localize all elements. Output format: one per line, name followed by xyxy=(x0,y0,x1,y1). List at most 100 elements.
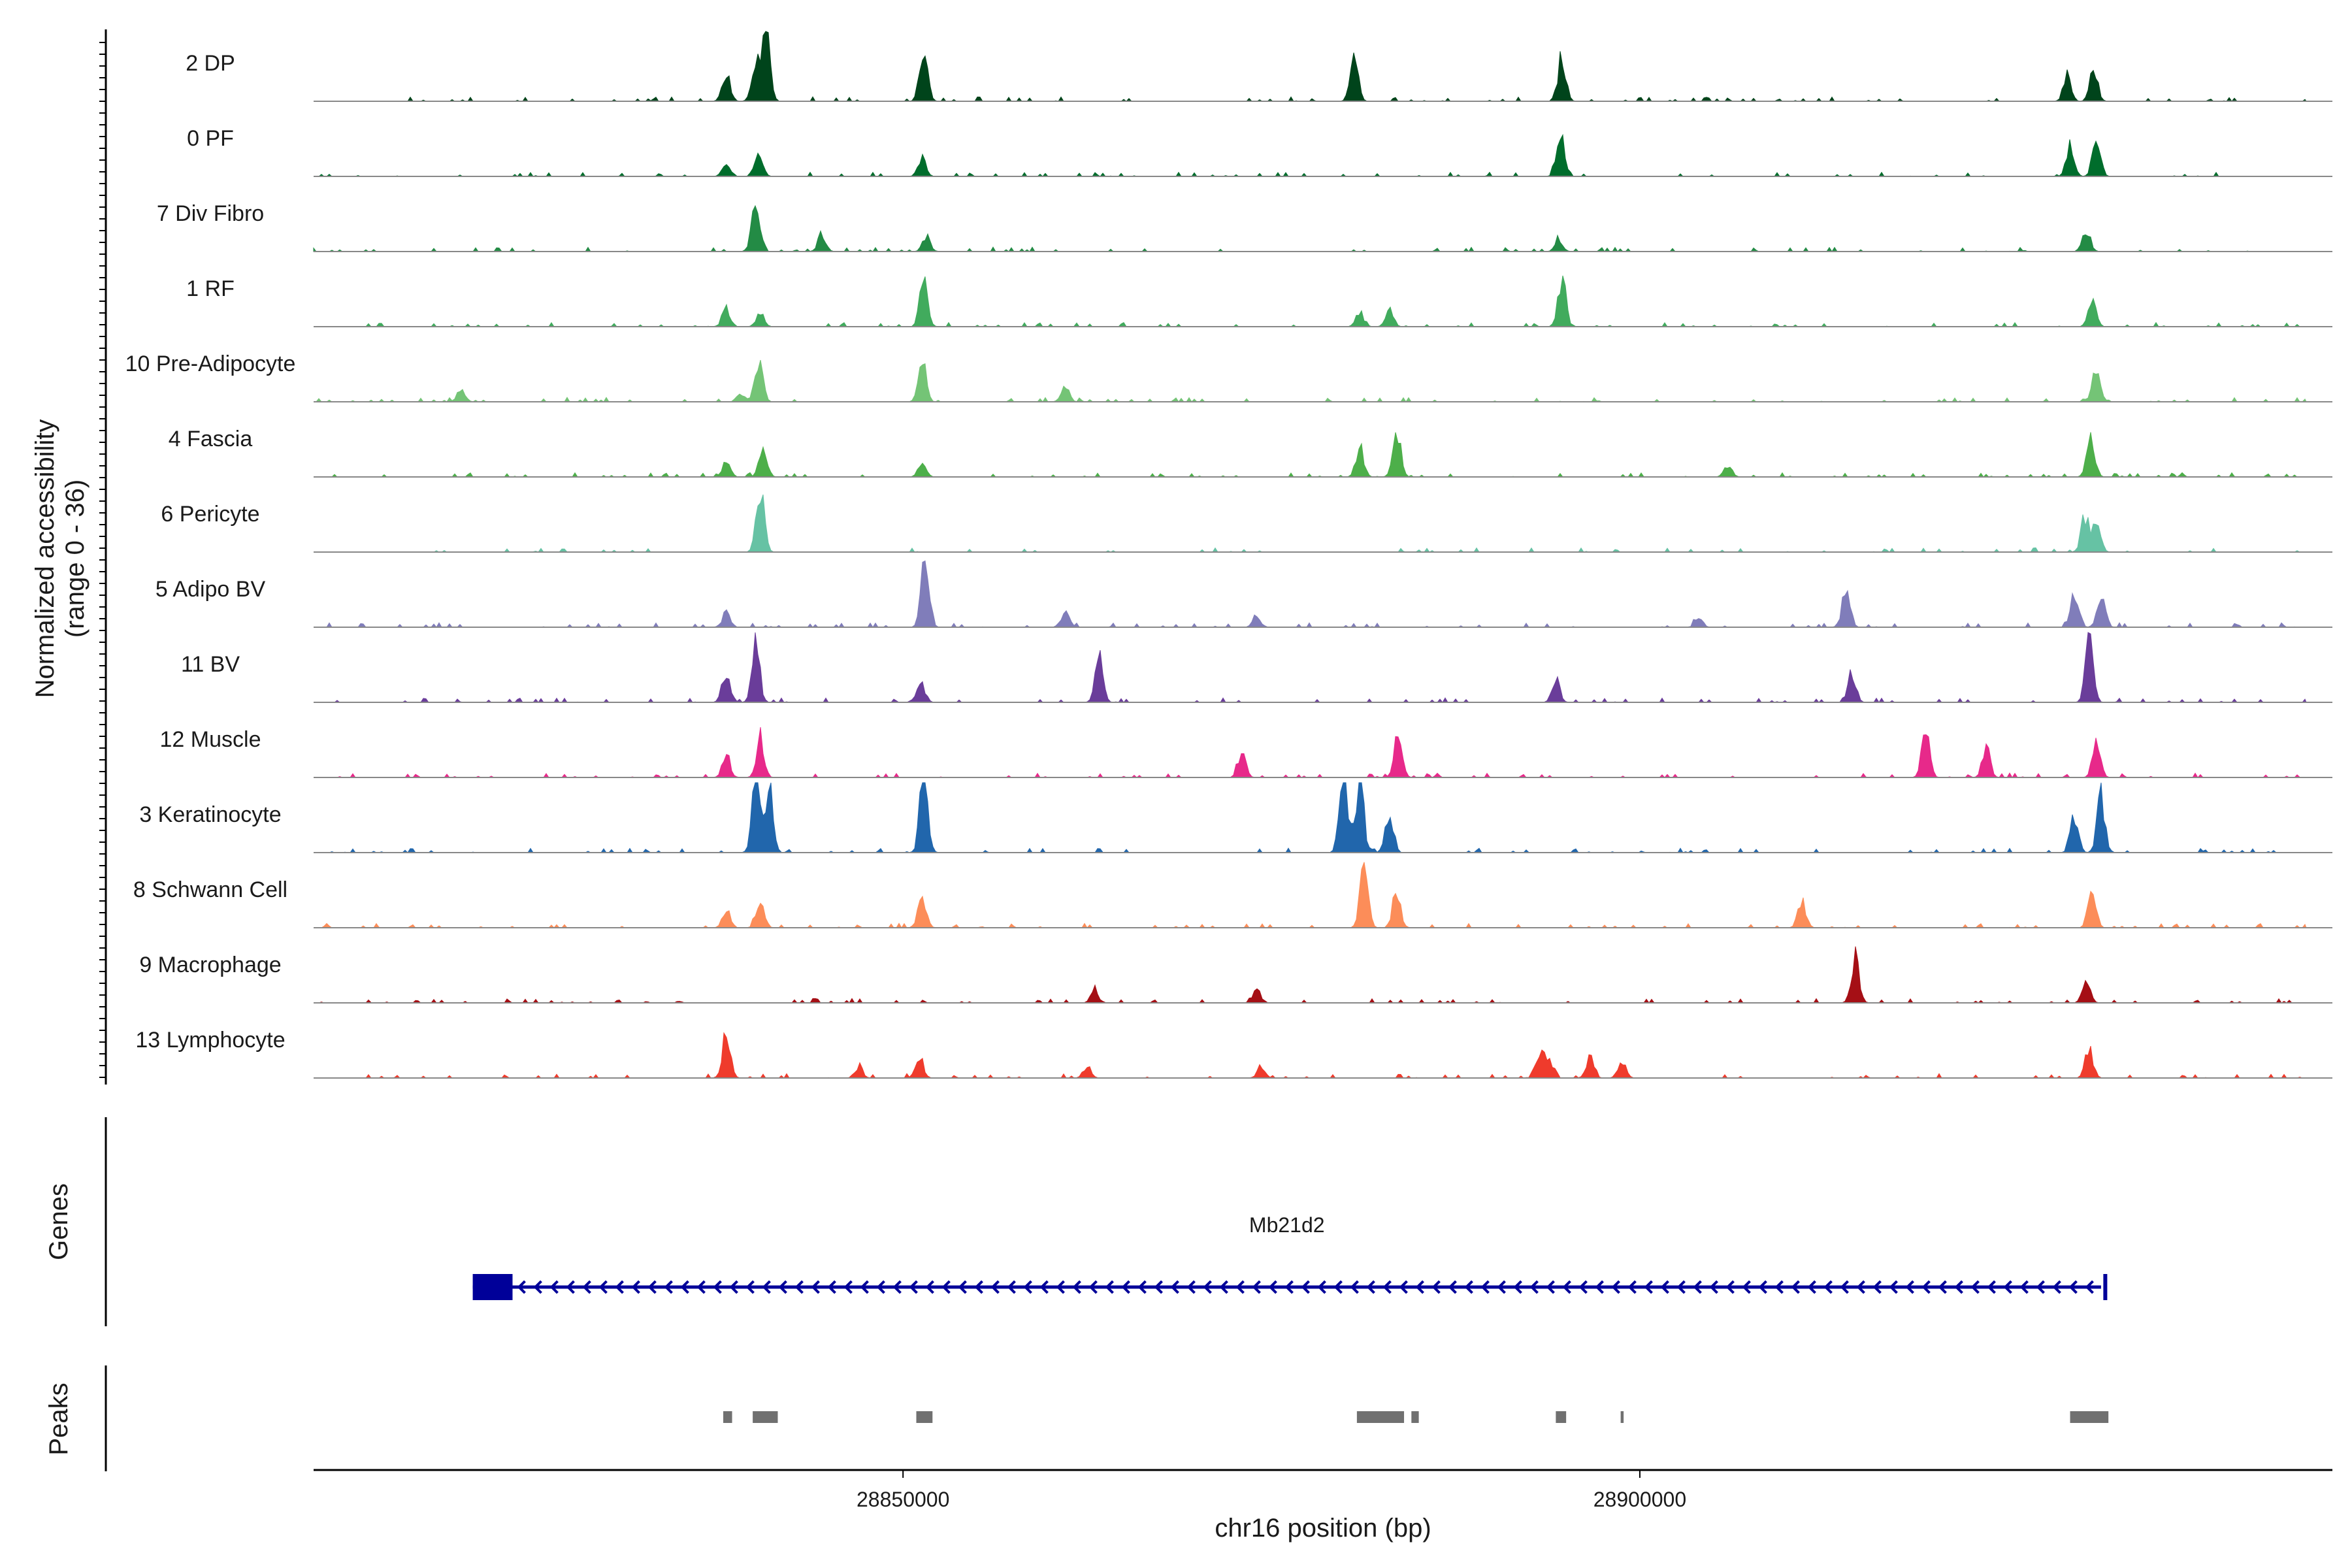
coverage-track: 7 Div Fibro xyxy=(157,201,2332,252)
strand-arrow xyxy=(1889,1280,1898,1294)
strand-arrow xyxy=(941,1280,951,1294)
strand-arrow xyxy=(990,1280,1000,1294)
strand-arrow xyxy=(1186,1280,1196,1294)
strand-arrow xyxy=(1807,1280,1816,1294)
strand-arrow xyxy=(517,1280,526,1294)
track-label: 4 Fascia xyxy=(169,427,253,451)
track-label: 6 Pericyte xyxy=(161,502,259,527)
track-label: 10 Pre-Adipocyte xyxy=(125,351,296,376)
strand-arrow xyxy=(827,1280,836,1294)
coverage-area xyxy=(314,1032,2307,1079)
coverage-track: 2 DP xyxy=(186,31,2332,102)
strand-arrow xyxy=(778,1280,787,1294)
strand-arrow xyxy=(1595,1280,1604,1294)
strand-arrow xyxy=(925,1280,934,1294)
strand-arrow xyxy=(1203,1280,1212,1294)
strand-arrow xyxy=(2085,1280,2094,1294)
strand-arrow xyxy=(1840,1280,1849,1294)
strand-arrow xyxy=(1415,1280,1424,1294)
y-axis-range-label: (range 0 - 36) xyxy=(61,480,90,638)
genes-track-label: Genes xyxy=(44,1183,73,1260)
strand-arrow xyxy=(1709,1280,1718,1294)
strand-arrow xyxy=(1905,1280,1914,1294)
gene-exon xyxy=(472,1274,513,1300)
strand-arrow xyxy=(598,1280,608,1294)
strand-arrow xyxy=(794,1280,804,1294)
strand-arrow xyxy=(1497,1280,1506,1294)
coverage-area xyxy=(313,204,2307,252)
strand-arrow xyxy=(1480,1280,1490,1294)
coverage-area xyxy=(314,432,2306,478)
strand-arrow xyxy=(1987,1280,1996,1294)
strand-arrow xyxy=(1268,1280,1277,1294)
strand-arrow xyxy=(1039,1280,1049,1294)
strand-arrow xyxy=(876,1280,885,1294)
coverage-track: 1 RF xyxy=(186,275,2332,327)
strand-arrow xyxy=(1693,1280,1702,1294)
strand-arrow xyxy=(892,1280,902,1294)
strand-arrow xyxy=(1219,1280,1228,1294)
coverage-track: 6 Pericyte xyxy=(161,494,2332,553)
strand-arrow xyxy=(615,1280,624,1294)
strand-arrow xyxy=(696,1280,706,1294)
coverage-track: 12 Muscle xyxy=(160,727,2332,778)
strand-arrow xyxy=(1742,1280,1751,1294)
strand-arrow xyxy=(1611,1280,1620,1294)
strand-arrow xyxy=(1154,1280,1163,1294)
coverage-area xyxy=(314,560,2306,628)
track-label: 12 Muscle xyxy=(160,727,261,752)
strand-arrow xyxy=(1758,1280,1767,1294)
gene-name: Mb21d2 xyxy=(1249,1213,1325,1237)
strand-arrow xyxy=(1546,1280,1555,1294)
peak-region xyxy=(1356,1411,1405,1423)
track-label: 0 PF xyxy=(187,126,234,151)
strand-arrow xyxy=(1105,1280,1114,1294)
track-label: 11 BV xyxy=(181,652,240,677)
coverage-area xyxy=(314,782,2307,853)
strand-arrow xyxy=(1529,1280,1539,1294)
coverage-area xyxy=(314,31,2307,102)
strand-arrow xyxy=(1023,1280,1032,1294)
strand-arrow xyxy=(1872,1280,1882,1294)
x-tick-label: 28900000 xyxy=(1593,1488,1686,1511)
coverage-track: 3 Keratinocyte xyxy=(139,782,2332,853)
strand-arrow xyxy=(1170,1280,1179,1294)
peaks-track-label: Peaks xyxy=(44,1382,73,1455)
strand-arrow xyxy=(1791,1280,1800,1294)
strand-arrow xyxy=(1660,1280,1669,1294)
coverage-track: 10 Pre-Adipocyte xyxy=(125,351,2332,402)
coverage-area xyxy=(314,946,2306,1004)
coverage-area xyxy=(314,359,2307,402)
coverage-track: 13 Lymphocyte xyxy=(135,1028,2332,1079)
strand-arrow xyxy=(958,1280,967,1294)
strand-arrow xyxy=(680,1280,689,1294)
coverage-track: 8 Schwann Cell xyxy=(133,862,2332,928)
strand-arrow xyxy=(582,1280,591,1294)
peak-region xyxy=(1620,1411,1624,1423)
coverage-track: 4 Fascia xyxy=(169,427,2332,478)
coverage-area xyxy=(314,862,2307,928)
strand-arrow xyxy=(1774,1280,1784,1294)
coverage-area xyxy=(314,727,2306,778)
strand-arrow xyxy=(1399,1280,1408,1294)
track-label: 7 Div Fibro xyxy=(157,201,264,226)
strand-arrow xyxy=(860,1280,869,1294)
track-label: 2 DP xyxy=(186,51,235,76)
strand-arrow xyxy=(1448,1280,1457,1294)
coverage-area xyxy=(314,632,2307,703)
strand-arrow xyxy=(1823,1280,1833,1294)
strand-arrow xyxy=(647,1280,657,1294)
peak-region xyxy=(723,1411,732,1423)
strand-arrow xyxy=(566,1280,575,1294)
strand-arrow xyxy=(1938,1280,1947,1294)
y-axis-label: Normalized accessibility xyxy=(31,419,59,698)
strand-arrow xyxy=(1350,1280,1359,1294)
track-label: 8 Schwann Cell xyxy=(133,877,287,902)
strand-arrow xyxy=(1562,1280,1571,1294)
strand-arrow xyxy=(1333,1280,1343,1294)
strand-arrow xyxy=(1121,1280,1130,1294)
strand-arrow xyxy=(843,1280,853,1294)
strand-arrow xyxy=(1856,1280,1865,1294)
